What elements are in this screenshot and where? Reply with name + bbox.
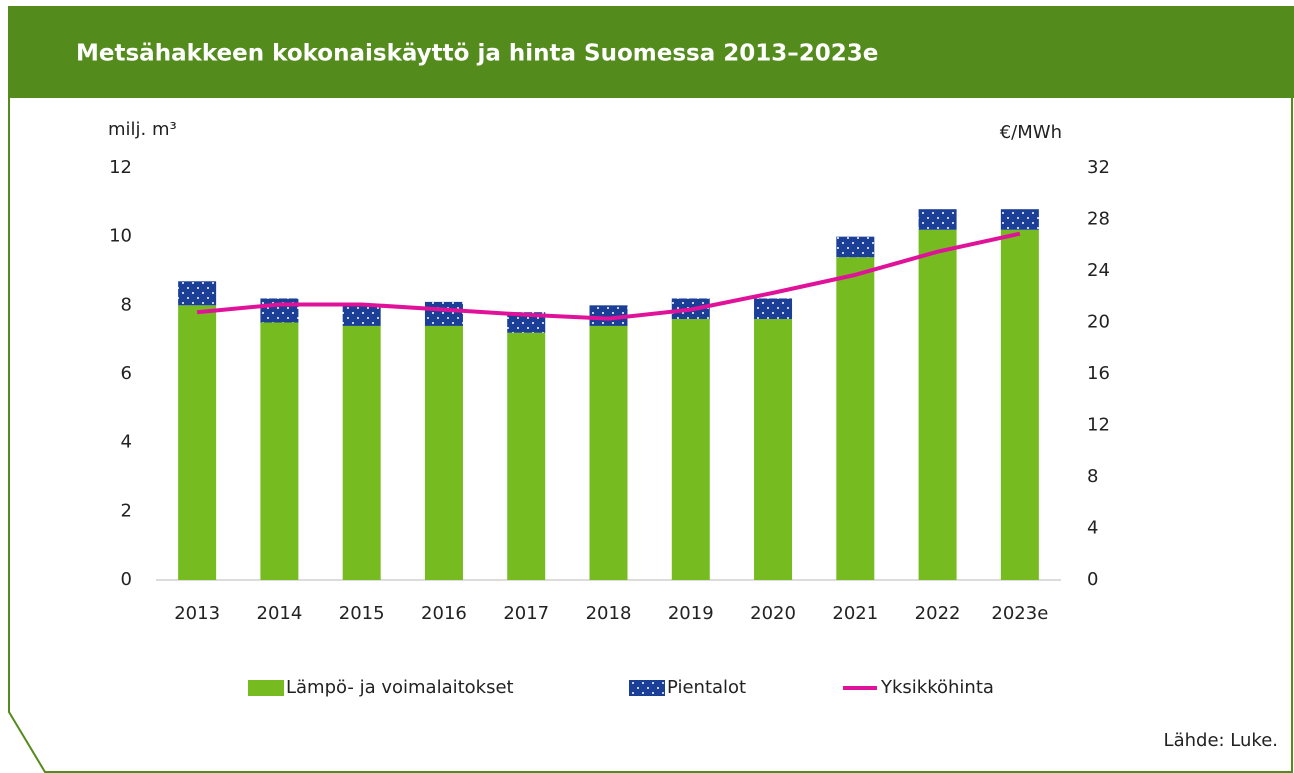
legend-swatch: [248, 680, 284, 696]
chart-title: Metsähakkeen kokonaiskäyttö ja hinta Suo…: [76, 41, 878, 67]
bar: [507, 312, 546, 333]
y2-tick-label: 20: [1087, 312, 1110, 333]
x-tick-label: 2017: [503, 603, 549, 624]
line: [196, 231, 1021, 321]
x-tick-label: 2022: [915, 603, 961, 624]
y2-tick-label: 8: [1087, 466, 1098, 487]
y-tick-label: 12: [109, 157, 132, 178]
bar: [918, 209, 957, 230]
legend-label: Lämpö- ja voimalaitokset: [286, 677, 514, 698]
y-tick-label: 8: [121, 294, 132, 315]
x-tick-label: 2018: [586, 603, 632, 624]
y2-tick-label: 28: [1087, 209, 1110, 230]
x-tick-label: 2013: [174, 603, 220, 624]
bar: [754, 298, 793, 320]
frame: [8, 97, 1293, 773]
y2-axis-label: €/MWh: [1000, 122, 1062, 143]
bar: [589, 305, 628, 326]
bar: [260, 322, 299, 580]
y-tick-label: 4: [121, 432, 132, 453]
y2-tick-label: 4: [1087, 518, 1098, 539]
bar: [178, 281, 217, 306]
y-tick-label: 6: [121, 363, 132, 384]
bar: [342, 325, 381, 580]
source: Lähde: Luke.: [1164, 730, 1278, 751]
y2-tick-label: 32: [1087, 157, 1110, 178]
y2-tick-label: 16: [1087, 363, 1110, 384]
x-tick-label: 2016: [421, 603, 467, 624]
bar: [507, 332, 546, 580]
legend-label: Pientalot: [667, 677, 746, 698]
legend-label: Yksikköhinta: [880, 677, 994, 698]
bar: [589, 325, 628, 580]
x-tick-label: 2023e: [991, 603, 1048, 624]
x-tick-label: 2020: [750, 603, 796, 624]
bar: [754, 319, 793, 580]
y-tick-label: 0: [121, 569, 132, 590]
x-tick-label: 2015: [339, 603, 385, 624]
bar: [424, 301, 463, 326]
y2-tick-label: 24: [1087, 260, 1110, 281]
y2-tick-label: 0: [1087, 569, 1098, 590]
bar: [671, 319, 710, 580]
bar: [424, 325, 463, 580]
bar: [342, 305, 381, 326]
bar: [178, 305, 217, 580]
y-tick-label: 2: [121, 500, 132, 521]
x-tick-label: 2021: [832, 603, 878, 624]
y2-tick-label: 12: [1087, 415, 1110, 436]
legend-swatch: [629, 680, 665, 696]
bar: [260, 298, 299, 323]
bar: [836, 257, 875, 580]
bar: [1000, 229, 1039, 581]
bar: [918, 229, 957, 581]
x-tick-label: 2019: [668, 603, 714, 624]
x-tick-label: 2014: [257, 603, 303, 624]
y-axis-label: milj. m³: [108, 119, 177, 140]
header: [8, 6, 1294, 98]
bar: [1000, 209, 1039, 230]
bar: [836, 236, 875, 258]
y-tick-label: 10: [109, 226, 132, 247]
